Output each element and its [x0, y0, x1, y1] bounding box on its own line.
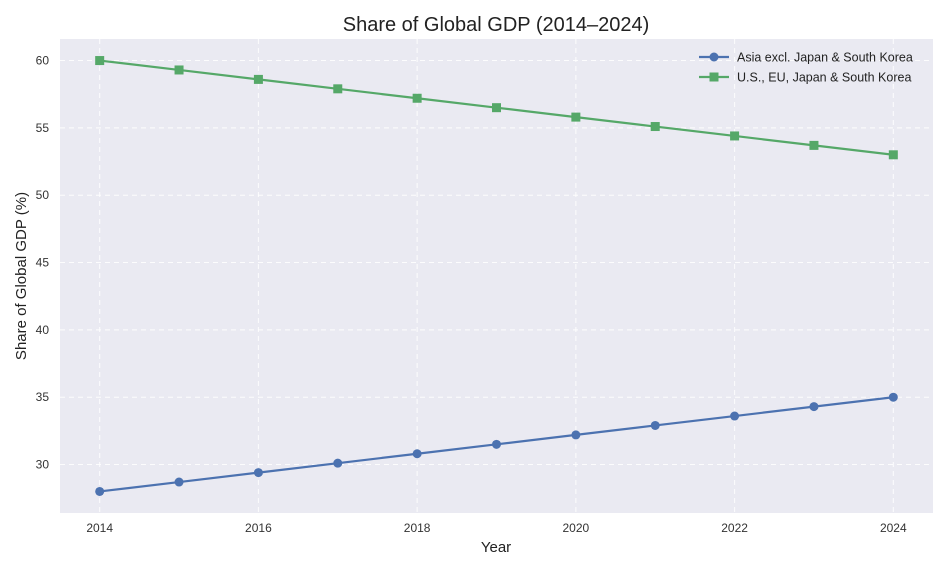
y-axis-ticks: 30 35 40 45 50 55 60 — [36, 54, 50, 472]
series-2-marker — [174, 65, 184, 75]
series-2-marker — [253, 74, 263, 84]
series-1-marker — [253, 468, 263, 478]
series-1-marker — [95, 486, 105, 496]
x-tick-label: 2024 — [880, 521, 907, 535]
series-1-marker — [730, 411, 740, 421]
x-axis-label: Year — [481, 539, 511, 556]
x-tick-label: 2020 — [563, 521, 590, 535]
series-2-marker — [809, 140, 819, 150]
x-tick-label: 2016 — [245, 521, 272, 535]
legend-label-1: Asia excl. Japan & South Korea — [737, 51, 913, 65]
y-tick-label: 35 — [36, 390, 50, 404]
series-2-marker — [650, 122, 660, 132]
series-1-marker — [412, 449, 422, 459]
series-1-marker — [571, 430, 581, 440]
series-1-marker — [888, 392, 898, 402]
x-tick-label: 2014 — [86, 521, 113, 535]
series-1-marker — [650, 420, 660, 430]
y-tick-label: 55 — [36, 121, 50, 135]
series-1-marker — [174, 477, 184, 487]
series-1-marker — [809, 402, 819, 412]
series-1-marker — [492, 439, 501, 449]
legend-marker-2 — [709, 72, 719, 82]
plot-area — [60, 39, 933, 513]
series-2-marker — [888, 150, 898, 160]
y-tick-label: 40 — [36, 323, 50, 337]
series-layer — [95, 56, 898, 496]
x-tick-label: 2022 — [721, 521, 748, 535]
y-tick-label: 30 — [36, 458, 50, 472]
series-2-marker — [333, 84, 343, 94]
grid-lines — [60, 39, 933, 513]
series-1-marker — [333, 458, 343, 468]
series-2-marker — [412, 93, 422, 103]
x-tick-label: 2018 — [404, 521, 431, 535]
legend-label-2: U.S., EU, Japan & South Korea — [737, 71, 911, 85]
legend-marker-1 — [709, 52, 719, 62]
y-tick-label: 50 — [36, 188, 50, 202]
y-axis-label: Share of Global GDP (%) — [13, 192, 30, 360]
series-2-marker — [492, 103, 501, 113]
series-2-marker — [95, 56, 105, 66]
y-tick-label: 45 — [36, 256, 50, 270]
x-axis-ticks: 2014 2016 2018 2020 2022 2024 — [86, 521, 907, 535]
series-2-marker — [571, 112, 581, 122]
y-tick-label: 60 — [36, 54, 50, 68]
chart-title: Share of Global GDP (2014–2024) — [343, 14, 650, 36]
series-2-marker — [730, 131, 740, 141]
legend: Asia excl. Japan & South Korea U.S., EU, … — [699, 51, 913, 85]
